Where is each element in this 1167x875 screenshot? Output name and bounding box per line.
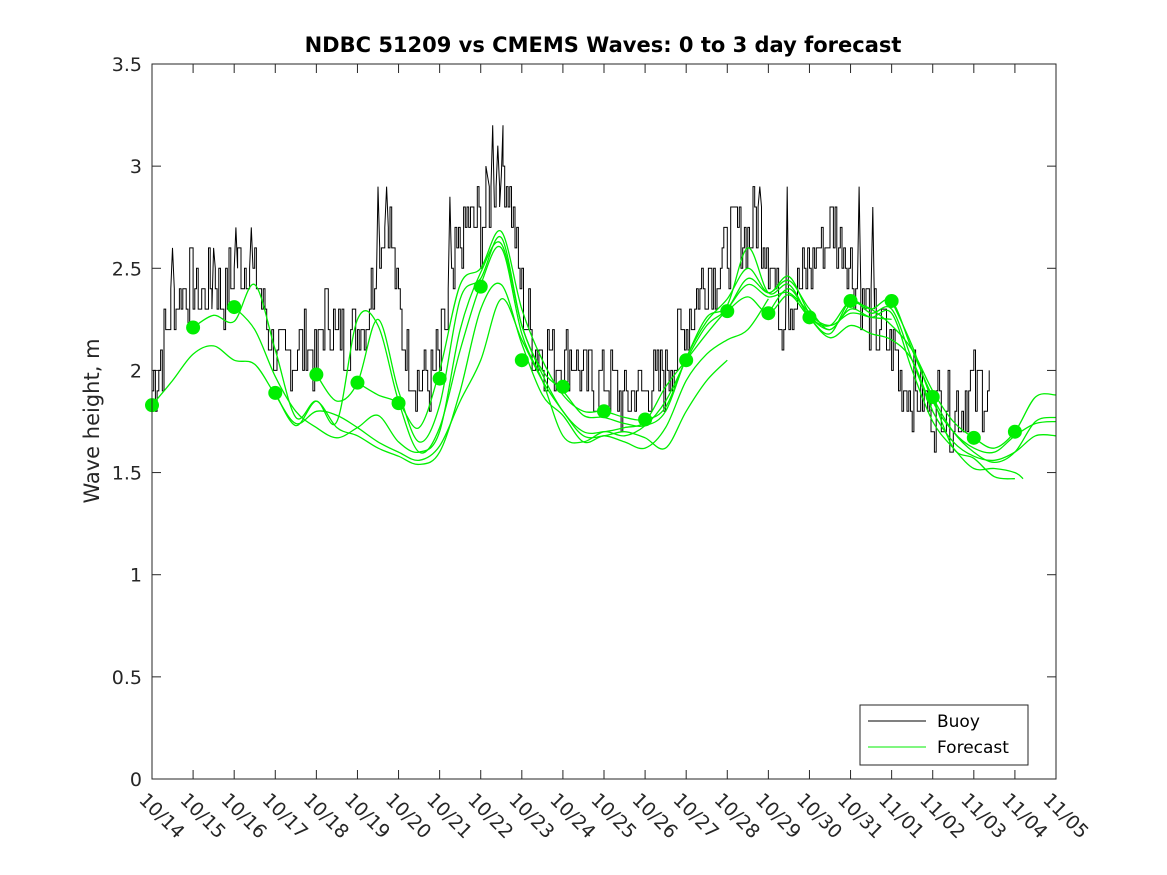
x-tick-label: 10/16 <box>217 789 271 843</box>
x-tick-label: 11/04 <box>997 789 1051 843</box>
x-tick-label: 10/24 <box>545 789 599 843</box>
forecast-line <box>315 236 892 443</box>
forecast-point <box>514 353 529 368</box>
y-tick-label: 0.5 <box>112 667 142 689</box>
forecast-line <box>767 288 1057 462</box>
forecast-point <box>802 310 817 325</box>
x-tick-label: 10/19 <box>340 789 394 843</box>
y-tick-label: 3 <box>130 156 142 178</box>
x-tick-label: 10/21 <box>422 789 476 843</box>
x-tick-label: 10/29 <box>751 789 805 843</box>
forecast-point <box>186 320 201 335</box>
x-tick-label: 10/17 <box>258 789 312 843</box>
forecast-point <box>925 389 940 404</box>
forecast-point <box>268 385 283 400</box>
x-tick-label: 10/26 <box>628 789 682 843</box>
legend-box <box>859 704 1029 766</box>
forecast-point <box>761 306 776 321</box>
x-tick-label: 10/30 <box>792 789 846 843</box>
forecast-point <box>555 379 570 394</box>
series-group <box>145 125 1057 480</box>
forecast-point <box>884 293 899 308</box>
forecast-point <box>432 371 447 386</box>
x-tick-label: 11/02 <box>915 789 969 843</box>
forecast-point <box>391 396 406 411</box>
x-tick-label: 10/14 <box>134 789 188 843</box>
legend-forecast-label: Forecast <box>937 738 1009 758</box>
x-tick-label: 10/15 <box>176 789 230 843</box>
plot-frame <box>151 63 1057 780</box>
x-tick-label: 11/03 <box>956 789 1010 843</box>
forecast-line <box>891 300 1057 454</box>
forecast-line <box>809 308 1024 480</box>
x-tick-label: 10/27 <box>669 789 723 843</box>
forecast-point <box>720 304 735 319</box>
forecast-point <box>843 293 858 308</box>
chart-title: NDBC 51209 vs CMEMS Waves: 0 to 3 day fo… <box>305 33 902 57</box>
forecast-line <box>192 282 769 466</box>
forecast-point <box>679 353 694 368</box>
y-tick-label: 3.5 <box>112 54 142 76</box>
y-tick-label: 2.5 <box>112 258 142 280</box>
forecast-point <box>597 404 611 419</box>
buoy-line <box>152 125 990 453</box>
x-tick-label: 11/01 <box>874 789 928 843</box>
x-tick-label: 10/28 <box>710 789 764 843</box>
y-tick-label: 1 <box>130 565 142 587</box>
legend-buoy-label: Buoy <box>937 712 980 732</box>
forecast-point <box>966 430 981 445</box>
y-tick-label: 2 <box>130 360 142 382</box>
plot-background <box>152 64 1056 779</box>
y-tick-label: 0 <box>130 769 142 791</box>
forecast-line <box>932 396 1015 480</box>
x-tick-label: 11/05 <box>1038 789 1092 843</box>
x-tick-label: 10/18 <box>299 789 353 843</box>
forecast-line <box>274 245 852 454</box>
x-tick-label: 10/31 <box>833 789 887 843</box>
y-tick-label: 1.5 <box>112 463 142 485</box>
y-axis-label: Wave height, m <box>80 338 104 503</box>
x-tick-label: 10/22 <box>463 789 517 843</box>
forecast-line <box>850 300 1057 449</box>
forecast-point <box>227 300 242 315</box>
x-tick-label: 10/25 <box>586 789 640 843</box>
forecast-line <box>151 298 728 462</box>
plot-area: 00.511.522.533.5 10/1410/1510/1610/1710/… <box>112 54 1093 843</box>
y-axis: 0 0.5 1 1.5 2 2.5 3 3.5 <box>112 54 1056 791</box>
forecast-point <box>1007 424 1022 439</box>
legend: Buoy Forecast <box>859 704 1029 766</box>
forecast-point <box>309 367 324 382</box>
forecast-point <box>638 412 653 427</box>
x-tick-label: 10/20 <box>381 789 435 843</box>
x-tick-label: 10/23 <box>504 789 558 843</box>
forecast-point <box>350 375 365 390</box>
forecast-point <box>473 279 488 294</box>
